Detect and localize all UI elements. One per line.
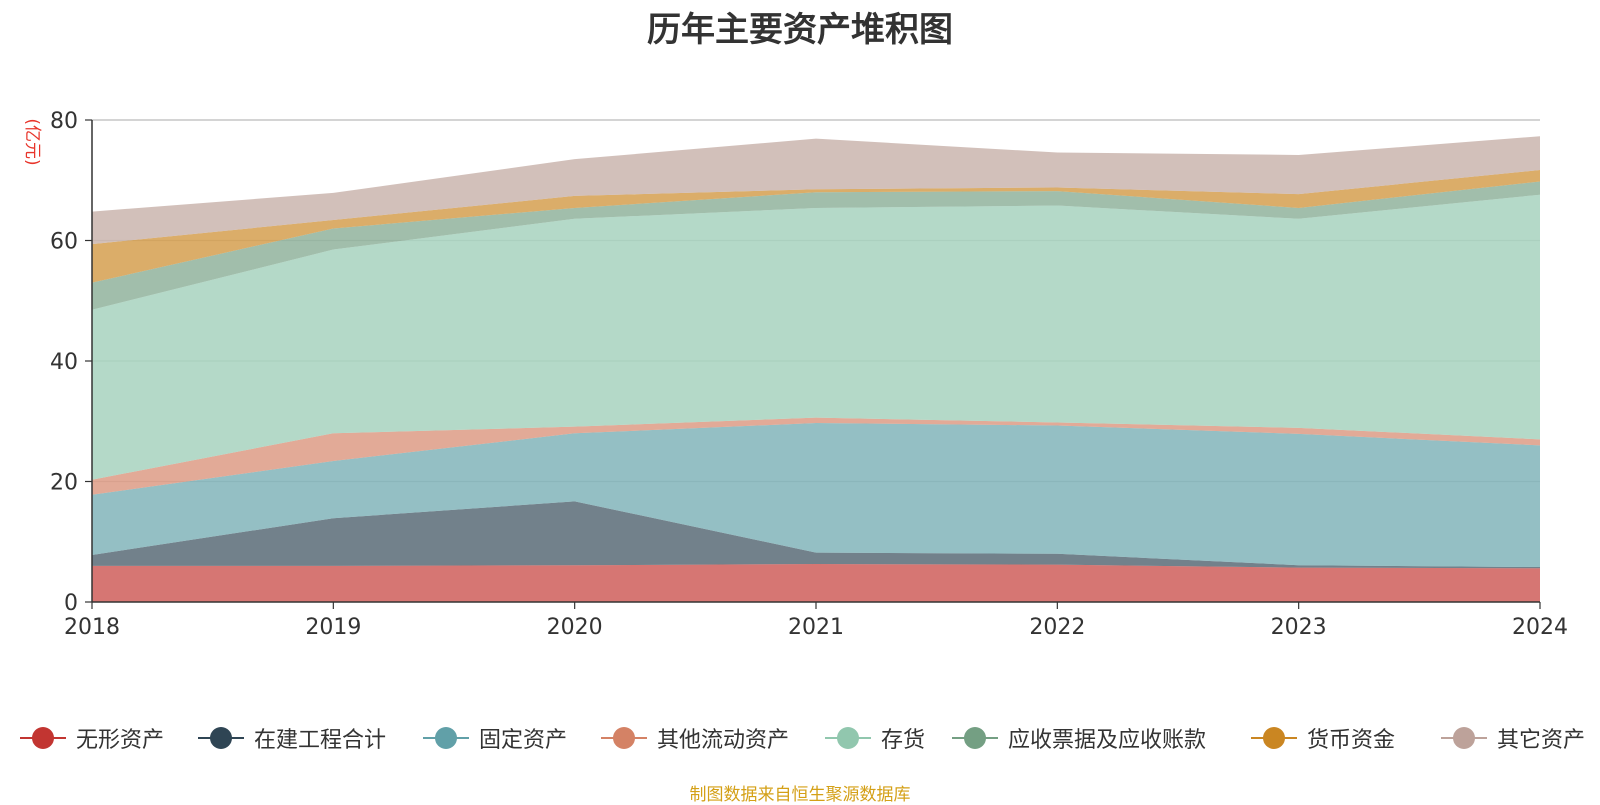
area-series-1[interactable] (92, 501, 1540, 569)
legend-swatch-icon (1441, 727, 1487, 749)
legend-item-6[interactable]: 货币资金 (1249, 718, 1395, 758)
area-series-4[interactable] (92, 194, 1540, 480)
legend-swatch-icon (952, 727, 998, 749)
area-series-5[interactable] (92, 181, 1540, 310)
y-axis-unit-label: (亿元) (22, 118, 42, 165)
legend-label: 其他流动资产 (657, 728, 790, 753)
x-tick-label: 2020 (547, 615, 603, 640)
x-tick-label: 2024 (1512, 615, 1568, 640)
legend-item-2[interactable]: 固定资产 (421, 718, 567, 758)
y-tick-label: 0 (64, 591, 78, 616)
x-tick-label: 2021 (788, 615, 844, 640)
x-tick-label: 2018 (64, 615, 120, 640)
legend-swatch-icon (1251, 727, 1297, 749)
legend-label: 存货 (881, 728, 926, 753)
area-series-3[interactable] (92, 417, 1540, 495)
area-series-2[interactable] (92, 423, 1540, 568)
chart-title: 历年主要资产堆积图 (647, 10, 953, 50)
legend-swatch-icon (20, 727, 66, 749)
y-tick-label: 20 (50, 471, 78, 496)
chart-legend: 无形资产 在建工程合计 固定资产 其他流动资产 存货 应收票据及应收账款 货币资金 其它资产 (0, 718, 1600, 758)
legend-label: 在建工程合计 (254, 728, 387, 753)
area-series-6[interactable] (92, 170, 1540, 283)
y-tick-label: 80 (50, 109, 78, 134)
legend-swatch-icon (198, 727, 244, 749)
y-tick-label: 40 (50, 350, 78, 375)
legend-swatch-icon (423, 727, 469, 749)
legend-item-1[interactable]: 在建工程合计 (196, 718, 386, 758)
stacked-area-chart: 0 20 40 60 80 2018 2019 2020 2021 2022 2023 2024 (亿… (22, 109, 1568, 640)
legend-item-4[interactable]: 存货 (823, 718, 925, 758)
y-tick-label: 60 (50, 230, 78, 255)
legend-item-3[interactable]: 其他流动资产 (599, 718, 789, 758)
legend-label: 货币资金 (1307, 728, 1396, 753)
legend-item-0[interactable]: 无形资产 (18, 718, 164, 758)
legend-swatch-icon (601, 727, 647, 749)
legend-swatch-icon (825, 727, 871, 749)
legend-label: 无形资产 (76, 728, 165, 753)
legend-item-5[interactable]: 应收票据及应收账款 (950, 718, 1206, 758)
legend-label: 应收票据及应收账款 (1008, 728, 1207, 753)
area-series-7[interactable] (92, 136, 1540, 245)
area-series-0[interactable] (92, 564, 1540, 602)
data-source-footer: 制图数据来自恒生聚源数据库 (689, 785, 911, 805)
legend-item-7[interactable]: 其它资产 (1439, 718, 1585, 758)
area-series-group (92, 136, 1540, 602)
legend-label: 固定资产 (479, 728, 568, 753)
legend-label: 其它资产 (1497, 728, 1586, 753)
axes: 0 20 40 60 80 2018 2019 2020 2021 2022 2023 2024 (50, 109, 1568, 640)
x-tick-label: 2022 (1029, 615, 1085, 640)
x-tick-label: 2023 (1271, 615, 1327, 640)
x-tick-label: 2019 (305, 615, 361, 640)
